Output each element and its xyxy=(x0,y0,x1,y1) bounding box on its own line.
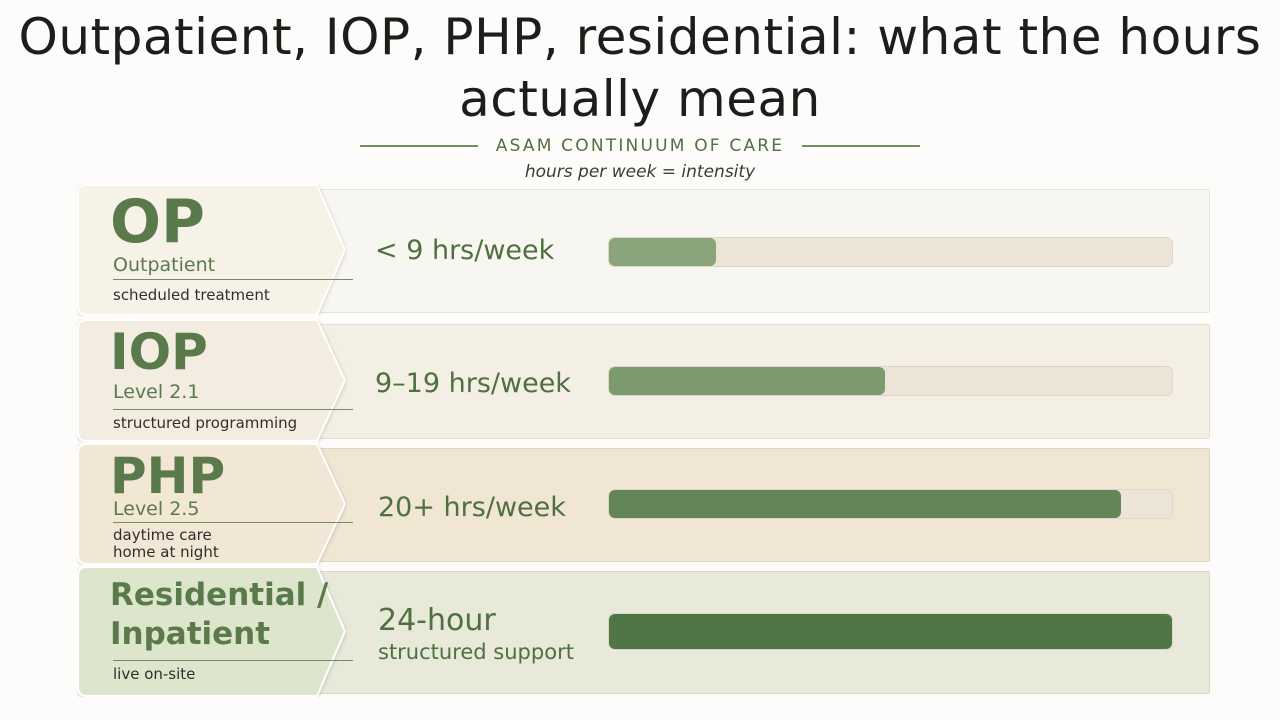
subtitle: ASAM CONTINUUM OF CARE xyxy=(495,136,785,156)
level-description: home at night xyxy=(113,543,219,561)
level-tab: PHP Level 2.5 daytime care home at night xyxy=(77,443,353,565)
intensity-bar-fill xyxy=(609,238,716,266)
level-row: IOP Level 2.1 structured programming 9–19 h… xyxy=(0,319,1280,442)
tab-arrow-shape xyxy=(77,443,347,565)
hours-value: 24-hour xyxy=(378,603,496,638)
intensity-bar-track xyxy=(608,237,1173,267)
level-name: Level 2.1 xyxy=(113,381,200,403)
intensity-bar-track xyxy=(608,366,1173,396)
page-title: Outpatient, IOP, PHP, residential: what … xyxy=(18,8,1262,128)
tab-divider xyxy=(113,522,353,523)
tab-arrow-shape xyxy=(77,319,347,442)
level-name: Inpatient xyxy=(110,616,271,652)
level-abbreviation: IOP xyxy=(110,323,208,381)
level-abbreviation: OP xyxy=(110,187,205,257)
subtitle-right-rule xyxy=(802,145,921,147)
tab-arrow-shape xyxy=(77,184,347,316)
hours-label: < 9 hrs/week xyxy=(375,235,554,266)
subtitle-left-rule xyxy=(359,145,478,147)
level-description: daytime care xyxy=(113,526,212,544)
level-tab: OP Outpatient scheduled treatment xyxy=(77,184,353,316)
level-name: Outpatient xyxy=(113,254,216,276)
hours-value: 9–19 hrs/week xyxy=(375,368,571,399)
level-description: structured programming xyxy=(113,414,298,432)
level-row: Residential / Inpatient live on-site 24-hou… xyxy=(0,566,1280,697)
level-row: OP Outpatient scheduled treatment < 9 hrs/w… xyxy=(0,184,1280,316)
level-description: live on-site xyxy=(113,665,196,683)
hours-value: 20+ hrs/week xyxy=(378,492,566,523)
level-tab: IOP Level 2.1 structured programming xyxy=(77,319,353,442)
tagline: hours per week = intensity xyxy=(524,162,756,182)
hours-value: < 9 hrs/week xyxy=(375,235,555,266)
level-row: PHP Level 2.5 daytime care home at night 20+… xyxy=(0,443,1280,565)
hours-label: 24-hour structured support xyxy=(378,603,574,664)
hours-subtext: structured support xyxy=(378,640,574,664)
tab-arrow-path xyxy=(77,443,347,565)
hours-label: 20+ hrs/week xyxy=(378,492,566,523)
intensity-bar-fill xyxy=(609,614,1172,649)
intensity-bar-fill xyxy=(609,490,1122,518)
level-tab: Residential / Inpatient live on-site xyxy=(77,566,353,697)
tab-arrow-path xyxy=(77,566,347,697)
intensity-bar-track xyxy=(608,613,1173,650)
subtitle-row: ASAM CONTINUUM OF CARE xyxy=(0,135,1280,157)
hours-label: 9–19 hrs/week xyxy=(375,368,571,399)
level-description: scheduled treatment xyxy=(113,286,270,304)
tab-divider xyxy=(113,409,353,410)
level-abbreviation: PHP xyxy=(110,447,226,505)
tab-arrow-shape xyxy=(77,566,347,697)
intensity-bar-track xyxy=(608,489,1173,519)
tab-divider xyxy=(113,279,353,280)
level-name: Level 2.5 xyxy=(113,498,200,520)
tab-arrow-path xyxy=(77,184,347,316)
level-abbreviation: Residential / xyxy=(110,577,329,613)
tab-arrow-path xyxy=(77,319,347,442)
tab-divider xyxy=(113,660,353,661)
intensity-bar-fill xyxy=(609,367,885,395)
